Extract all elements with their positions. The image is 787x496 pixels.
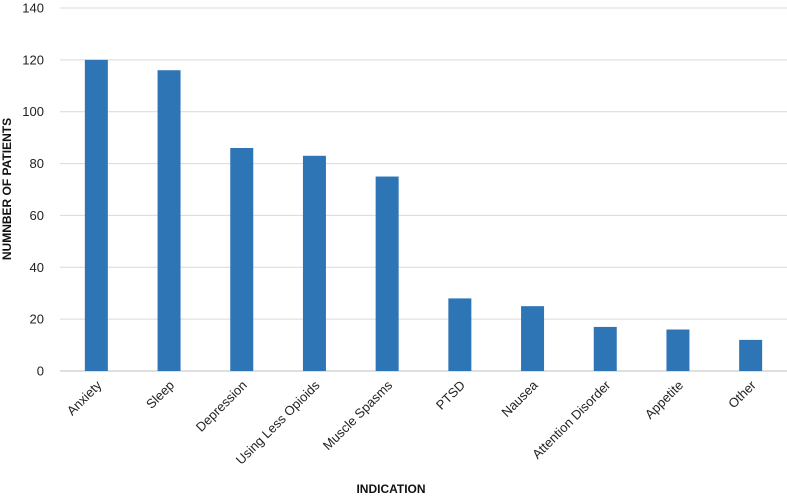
bar-using-less-opioids xyxy=(302,155,326,371)
bar-ptsd xyxy=(448,298,472,371)
y-tick-label: 80 xyxy=(30,156,44,171)
bar-depression xyxy=(230,148,254,371)
bars xyxy=(84,59,763,371)
bar-anxiety xyxy=(84,59,108,371)
x-tick-label: Sleep xyxy=(143,378,177,412)
y-axis-title: NUMNBER OF PATIENTS xyxy=(0,118,14,260)
bar-appetite xyxy=(666,329,690,371)
bar-nausea xyxy=(521,306,545,371)
x-tick-label: Nausea xyxy=(498,377,541,420)
x-tick-label: Attention Disorder xyxy=(529,377,614,462)
x-tick-label: Other xyxy=(725,377,759,411)
y-tick-label: 140 xyxy=(22,1,44,16)
y-tick-label: 40 xyxy=(30,260,44,275)
bar-muscle-spasms xyxy=(375,176,399,371)
y-tick-label: 120 xyxy=(22,52,44,67)
y-tick-label: 20 xyxy=(30,312,44,327)
x-tick-label: Appetite xyxy=(642,378,686,422)
x-tick-label: Anxiety xyxy=(64,377,105,418)
grid-lines xyxy=(60,7,787,372)
bar-attention-disorder xyxy=(593,326,617,371)
bar-other xyxy=(739,339,763,371)
x-tick-label: Depression xyxy=(193,378,250,435)
y-tick-label: 60 xyxy=(30,208,44,223)
y-axis-ticks: 0 20 40 60 80 100 120 140 xyxy=(22,1,44,379)
x-axis-title: INDICATION xyxy=(356,482,425,496)
x-tick-label: Muscle Spasms xyxy=(320,377,396,453)
x-tick-label: PTSD xyxy=(433,378,468,413)
y-tick-label: 0 xyxy=(37,364,44,379)
y-tick-label: 100 xyxy=(22,104,44,119)
bar-sleep xyxy=(157,70,181,371)
